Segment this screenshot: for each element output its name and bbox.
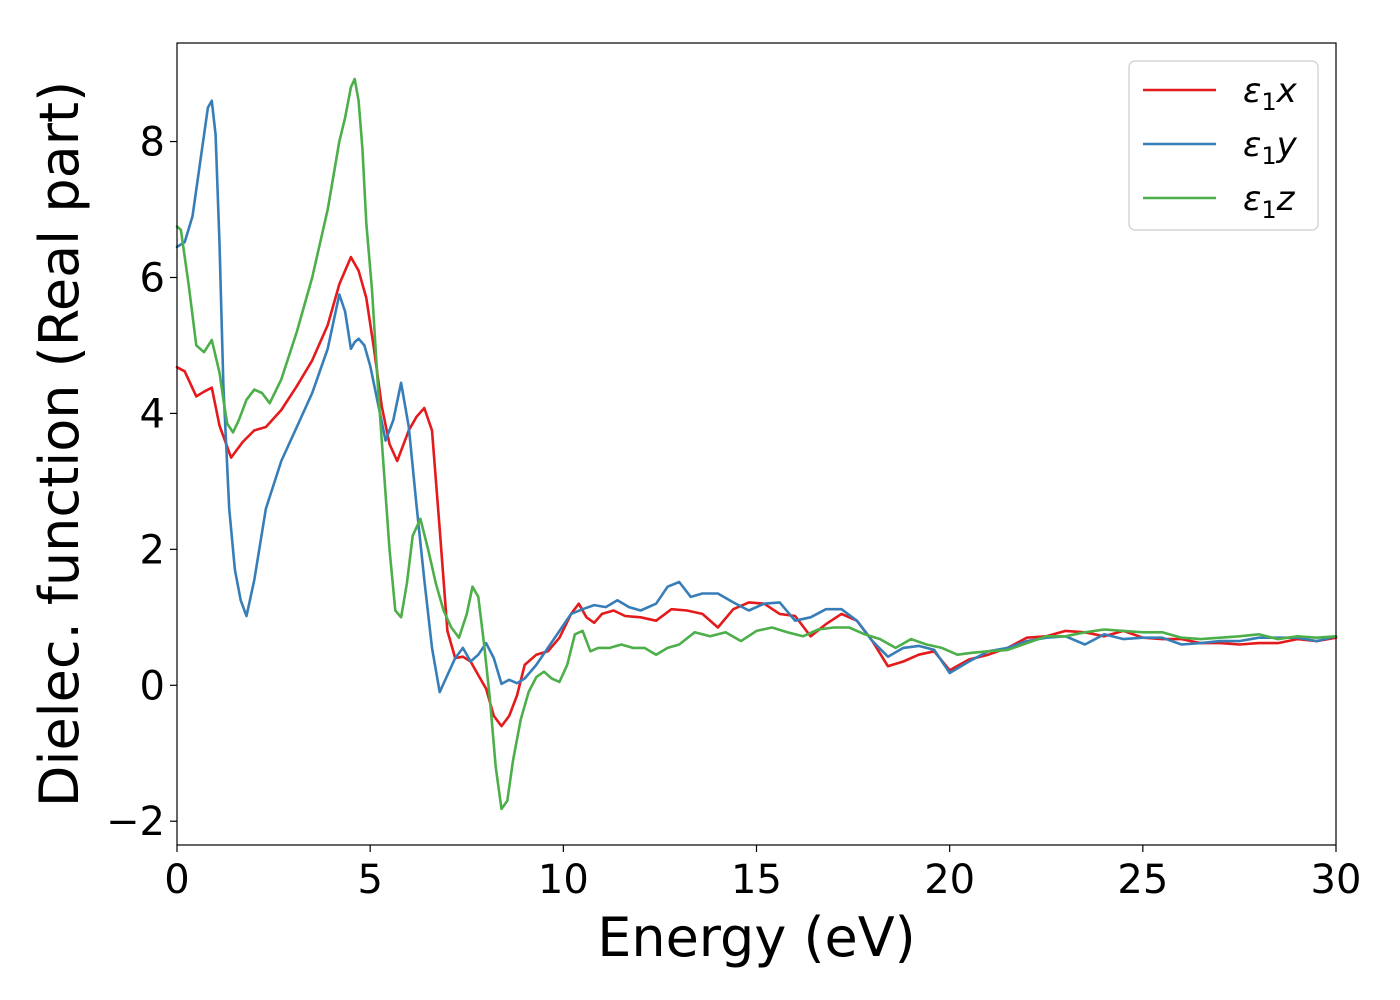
plot-frame — [176, 42, 1337, 846]
y-tick-label: 2 — [140, 527, 165, 573]
ticks-layer: 0 5 10 15 20 25 30 −2 0 2 4 6 8 — [106, 120, 1361, 903]
x-tick-label: 30 — [1311, 857, 1362, 903]
x-axis-title: Energy (eV) — [597, 906, 916, 969]
legend: ε1x ε1y ε1z — [1128, 60, 1319, 231]
legend-label-z: ε1z — [1243, 179, 1296, 224]
x-tick-label: 5 — [357, 857, 382, 903]
series-line-y — [175, 99, 1338, 694]
x-tick-label: 10 — [538, 857, 589, 903]
series-line-x — [175, 255, 1338, 728]
legend-box — [1128, 60, 1319, 231]
x-tick-label: 15 — [731, 857, 782, 903]
x-tick-label: 20 — [924, 857, 975, 903]
x-tick-label: 0 — [164, 857, 189, 903]
y-tick-label: −2 — [106, 799, 165, 845]
y-tick-label: 8 — [140, 120, 165, 166]
series-layer — [175, 77, 1338, 811]
y-axis-title: Dielec. function (Real part) — [28, 81, 91, 807]
y-tick-label: 4 — [140, 391, 165, 437]
x-tick-label: 25 — [1117, 857, 1168, 903]
y-tick-label: 6 — [140, 255, 165, 301]
legend-label-x: ε1x — [1243, 71, 1298, 116]
y-tick-label: 0 — [140, 663, 165, 709]
legend-label-y: ε1y — [1243, 125, 1298, 170]
series-line-z — [175, 77, 1338, 811]
